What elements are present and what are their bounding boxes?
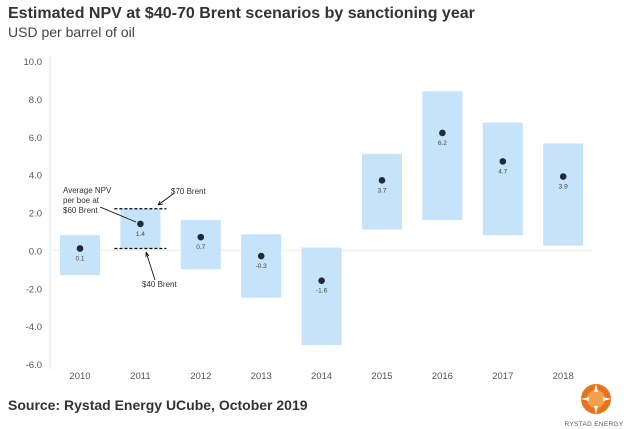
average-dot [257,252,265,260]
y-tick-label: 6.0 [29,133,42,144]
average-dot [197,233,205,241]
x-tick-label: 2012 [190,371,211,382]
x-tick-label: 2016 [432,371,453,382]
average-dot [559,173,567,180]
range-bar [482,122,523,236]
average-dot [439,129,446,137]
chart-subtitle: USD per barrel of oil [8,24,135,40]
annotation-avg-1: Average NPV [63,186,112,195]
annotation-low: $40 Brent [142,280,177,289]
high-arrow [157,193,174,206]
logo-text: RYSTAD ENERGY [564,421,624,428]
average-dot [318,277,325,284]
avg-pointer-line [99,206,137,223]
range-bar [120,208,161,249]
range-bar [301,247,342,346]
data-label: 3.9 [559,184,568,191]
annotation-avg-2: per boe at [63,196,100,205]
data-label: -1.6 [316,288,328,295]
data-label: 6.2 [438,140,447,147]
range-bar [60,235,100,275]
x-tick-label: 2013 [251,371,272,382]
x-tick-label: 2011 [130,371,150,382]
y-tick-label: 8.0 [29,95,42,106]
average-dot [137,220,144,228]
source-note: Source: Rystad Energy UCube, October 201… [8,397,308,413]
logo-sun-icon [581,384,611,414]
data-label: 0.1 [75,255,84,262]
range-bar [362,153,402,230]
data-label: -0.3 [256,263,268,270]
data-label: 3.7 [377,187,386,194]
x-tick-label: 2017 [492,371,513,382]
y-tick-label: -6.0 [26,360,42,371]
range-bar [543,143,584,246]
low-arrow [145,251,156,281]
data-label: 1.4 [136,231,145,238]
x-tick-label: 2014 [311,371,332,382]
y-tick-label: -2.0 [26,284,42,295]
range-bar [422,91,463,221]
y-tick-label: 0.0 [29,246,42,257]
annotation-avg-3: $60 Brent [63,206,98,215]
annotation-high: $70 Brent [171,187,206,196]
y-tick-label: -4.0 [26,322,42,333]
x-tick-label: 2015 [371,371,392,382]
range-bar [241,234,282,298]
data-label: 4.7 [498,168,507,175]
y-tick-label: 4.0 [29,171,42,182]
average-dot [378,177,386,184]
data-label: 0.7 [196,244,205,251]
average-dot [499,158,507,165]
x-tick-label: 2018 [553,371,574,382]
chart-title: Estimated NPV at $40-70 Brent scenarios … [8,5,475,22]
y-tick-label: 2.0 [29,209,42,220]
x-tick-label: 2010 [69,371,90,382]
range-bar [180,220,221,270]
y-tick-label: 10.0 [24,57,43,68]
rystad-logo: RYSTAD ENERGY [565,382,624,428]
average-dot [76,245,84,252]
